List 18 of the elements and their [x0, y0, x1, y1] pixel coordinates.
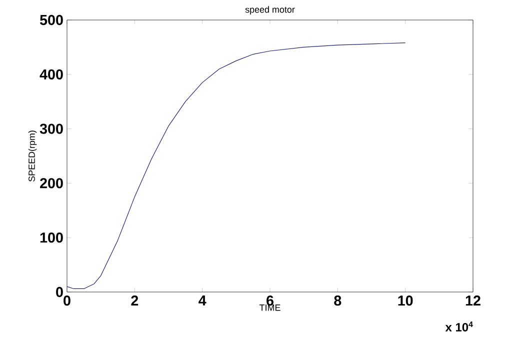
y-axis-title: SPEED(rpm) — [28, 130, 37, 182]
y-tick-label: 200 — [40, 178, 63, 188]
x-tick-label: 6 — [266, 296, 274, 306]
y-tick-label: 0 — [56, 286, 63, 298]
x-tick-label: 8 — [334, 296, 342, 306]
x-tick-label: 0 — [64, 296, 70, 306]
x-tick-label: 12 — [466, 296, 480, 306]
y-tick-label: 500 — [40, 14, 63, 26]
line-series — [66, 42, 406, 290]
y-tick-label: 400 — [40, 69, 63, 80]
x-axis-title: TIME — [259, 304, 280, 311]
x-tick-label: 4 — [198, 296, 206, 306]
y-tick-label: 100 — [40, 232, 63, 243]
chart-title: speed motor — [245, 6, 295, 14]
x-tick-label: 2 — [131, 296, 138, 306]
x-tick-label: 10 — [398, 296, 413, 306]
y-tick-label: 300 — [40, 124, 63, 134]
text: x 10$^{4}$ — [445, 322, 473, 332]
